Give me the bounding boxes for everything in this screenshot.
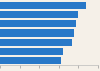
Bar bbox=[0, 57, 61, 64]
Bar bbox=[0, 20, 76, 27]
Bar bbox=[0, 48, 63, 55]
Bar bbox=[0, 39, 72, 46]
Bar bbox=[0, 11, 78, 18]
Bar bbox=[0, 2, 86, 9]
Bar bbox=[0, 29, 74, 37]
